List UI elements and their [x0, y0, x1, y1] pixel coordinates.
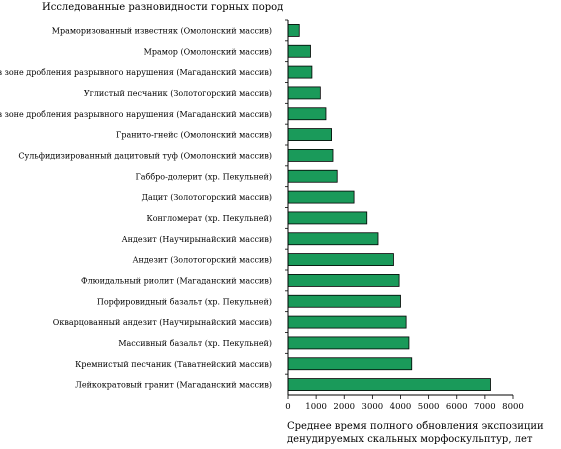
bar-18	[287, 378, 491, 391]
category-label-2: Мрамор (Омолонский массив)	[144, 47, 272, 56]
bar-13	[287, 274, 400, 287]
category-label-16: Массивный базальт (хр. Пекульней)	[118, 339, 272, 348]
category-label-11: Андезит (Научирынайский массив)	[122, 235, 272, 244]
bar-11	[287, 232, 379, 246]
bar-1	[287, 24, 300, 37]
bar-5	[287, 107, 327, 121]
bar-7	[287, 149, 334, 162]
category-label-7: Сульфидизированный дацитовый туф (Омолон…	[18, 151, 272, 160]
bar-8	[287, 169, 338, 183]
category-label-15: Окварцованный андезит (Научирынайский ма…	[53, 318, 272, 327]
bar-9	[287, 190, 355, 204]
category-label-13: Флюидальный риолит (Магаданский массив)	[81, 276, 272, 285]
bar-3	[287, 65, 313, 79]
bar-2	[287, 44, 311, 58]
category-label-5: Гранит в зоне дробления разрывного наруш…	[0, 110, 272, 119]
bar-6	[287, 128, 332, 141]
bar-17	[287, 357, 413, 371]
chart-title: Исследованные разновидности горных пород	[42, 2, 283, 13]
x-tick-label-9: 8000	[502, 402, 524, 412]
category-label-4: Углистый песчаник (Золотогорский массив)	[84, 89, 272, 98]
bar-4	[287, 86, 321, 100]
category-label-9: Дацит (Золотогорский массив)	[141, 193, 272, 202]
x-tick-label-2: 1000	[305, 402, 327, 412]
x-tick-label-7: 6000	[446, 402, 468, 412]
category-label-17: Кремнистый песчаник (Таватнейский массив…	[75, 360, 272, 369]
bar-12	[287, 253, 394, 266]
category-label-10: Конгломерат (хр. Пекульней)	[147, 214, 272, 223]
category-label-12: Андезит (Золотогорский массив)	[132, 256, 272, 265]
bar-14	[287, 294, 401, 308]
x-tick-label-5: 4000	[390, 402, 412, 412]
bar-15	[287, 315, 407, 329]
category-label-8: Габбро-долерит (хр. Пекульней)	[135, 172, 272, 181]
x-tick-label-6: 5000	[418, 402, 440, 412]
bar-10	[287, 211, 368, 225]
x-tick-label-4: 3000	[362, 402, 384, 412]
axes: 0 1000 2000 3000 4000 5000 6000 7000 8000	[285, 19, 524, 412]
x-axis-label-line-1: Среднее время полного обновления экспози…	[287, 421, 544, 432]
x-tick-label-8: 7000	[474, 402, 496, 412]
x-tick-label-1: 0	[285, 402, 290, 412]
category-label-18: Лейкократовый гранит (Магаданский массив…	[75, 381, 272, 390]
x-axis-label-line-2: денудируемых скальных морфоскульптур, ле…	[287, 434, 533, 445]
category-label-3: Гранит в зоне дробления разрывного наруш…	[0, 68, 272, 77]
category-label-1: Мраморизованный известняк (Омолонский ма…	[52, 26, 272, 35]
category-label-6: Гранито-гнейс (Омолонский массив)	[116, 131, 272, 140]
x-tick-label-3: 2000	[333, 402, 355, 412]
bars-layer	[287, 24, 491, 391]
bar-16	[287, 336, 410, 350]
category-label-14: Порфировидный базальт (хр. Пекульней)	[97, 297, 272, 306]
category-labels: Мраморизованный известняк (Омолонский ма…	[0, 26, 272, 389]
